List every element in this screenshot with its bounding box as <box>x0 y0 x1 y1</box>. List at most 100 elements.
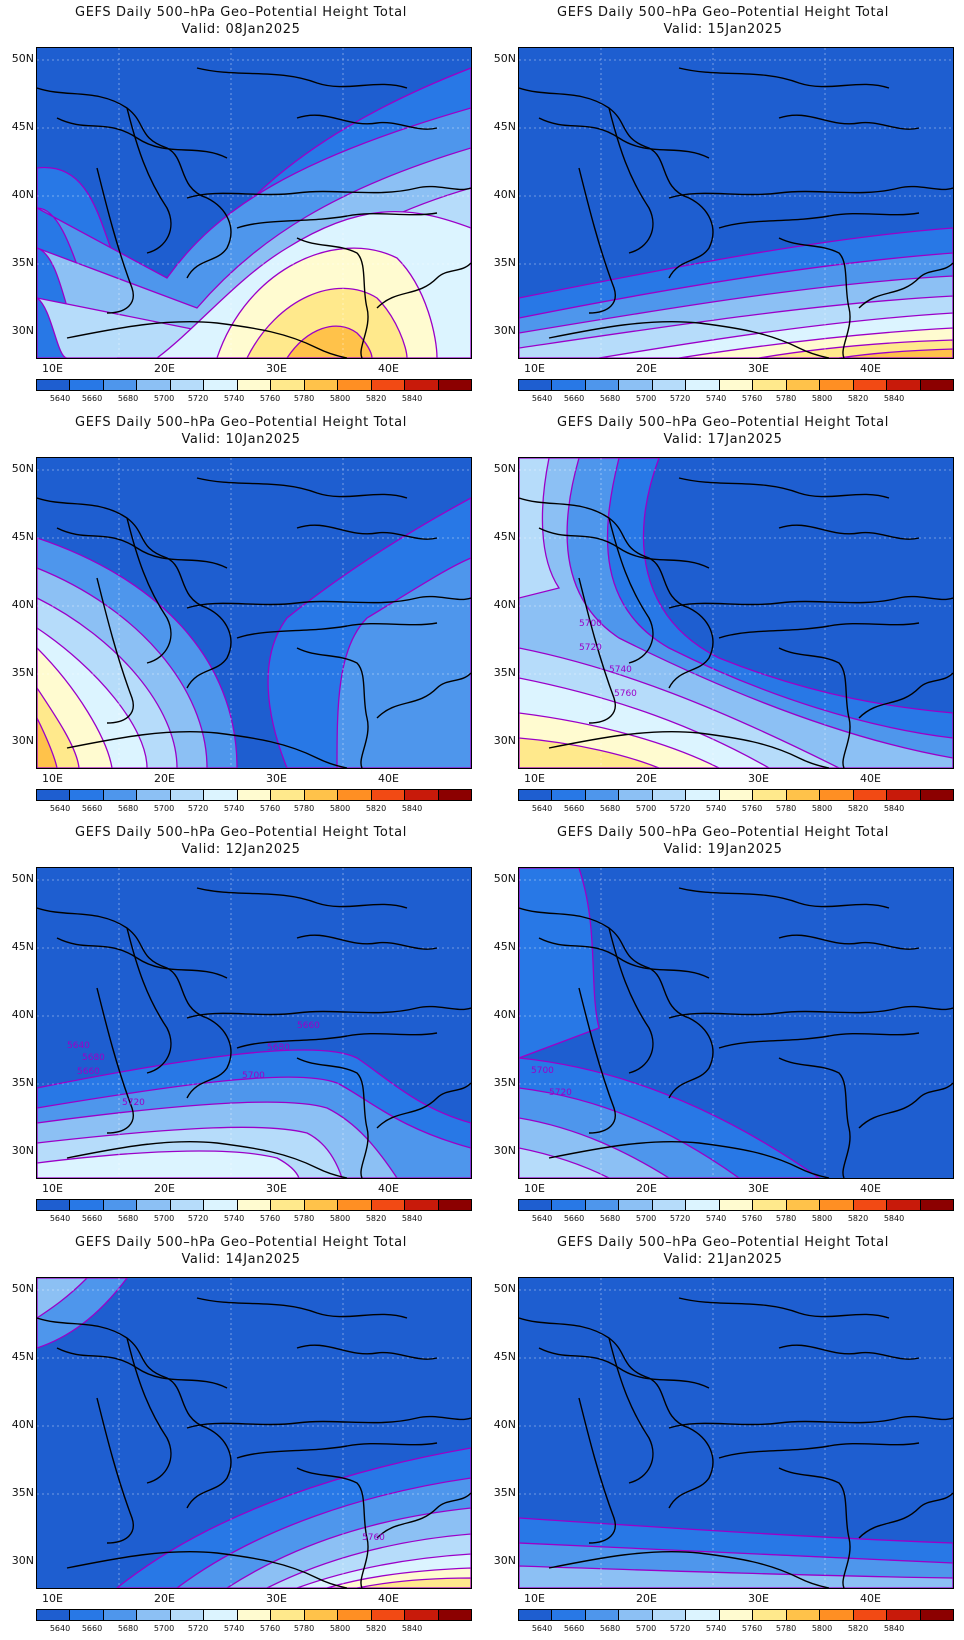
colorbar-segment <box>686 1610 720 1620</box>
y-tick-label: 45N <box>11 1350 34 1363</box>
colorbar-segment <box>652 1200 687 1210</box>
x-tick-label: 20E <box>636 772 657 785</box>
x-tick-label: 10E <box>524 1592 545 1605</box>
x-tick-label: 30E <box>266 1592 287 1605</box>
colorbar-label: 5700 <box>153 1624 175 1633</box>
x-tick-label: 20E <box>636 362 657 375</box>
panel-valid-date: Valid: 14Jan2025 <box>181 1252 301 1267</box>
colorbar-label: 5800 <box>811 394 833 403</box>
x-tick-label: 40E <box>378 1592 399 1605</box>
y-tick-label: 50N <box>11 462 34 475</box>
colorbar-label: 5840 <box>883 394 905 403</box>
colorbar-segment <box>371 1610 406 1620</box>
panel-title: GEFS Daily 500–hPa Geo–Potential Height … <box>75 5 407 20</box>
y-tick-label: 30N <box>493 1144 516 1157</box>
colorbar-segment <box>519 1200 553 1210</box>
colorbar-label: 5720 <box>187 1214 209 1223</box>
colorbar-label: 5760 <box>259 804 281 813</box>
colorbar-label: 5760 <box>259 1624 281 1633</box>
colorbar-label: 5680 <box>599 804 621 813</box>
x-tick-label: 40E <box>860 1592 881 1605</box>
colorbar-label: 5780 <box>775 394 797 403</box>
colorbar-label: 5700 <box>153 394 175 403</box>
colorbar-segment <box>853 380 888 390</box>
colorbar-segment <box>405 1200 439 1210</box>
colorbar-segment <box>137 1610 171 1620</box>
panel-valid-date: Valid: 12Jan2025 <box>181 842 301 857</box>
colorbar-label: 5780 <box>775 804 797 813</box>
colorbar-segment <box>271 1610 305 1620</box>
colorbar-segment <box>37 1610 71 1620</box>
colorbar-label: 5780 <box>775 1624 797 1633</box>
colorbar-segment <box>652 790 687 800</box>
panel-title: GEFS Daily 500–hPa Geo–Potential Height … <box>75 825 407 840</box>
y-tick-label: 35N <box>11 256 34 269</box>
x-tick-label: 30E <box>266 362 287 375</box>
colorbar-label: 5640 <box>531 1214 553 1223</box>
colorbar-segment <box>887 1610 921 1620</box>
colorbar-label: 5780 <box>293 1624 315 1633</box>
y-tick-label: 50N <box>11 1282 34 1295</box>
colorbar-label: 5660 <box>563 804 585 813</box>
colorbar-label: 5720 <box>187 804 209 813</box>
colorbar-label: 5740 <box>705 804 727 813</box>
colorbar-segment <box>103 380 138 390</box>
colorbar-label: 5840 <box>883 804 905 813</box>
colorbar-segment <box>585 380 620 390</box>
colorbar-segment <box>753 1610 787 1620</box>
colorbar-label: 5640 <box>49 1214 71 1223</box>
colorbar-segment <box>920 1200 954 1210</box>
colorbar-label: 5780 <box>293 804 315 813</box>
colorbar-label: 5760 <box>741 1214 763 1223</box>
colorbar-segment <box>237 1200 272 1210</box>
panel-valid-date: Valid: 19Jan2025 <box>663 842 783 857</box>
svg-text:5700: 5700 <box>242 1071 265 1081</box>
x-tick-label: 40E <box>860 772 881 785</box>
colorbar-segment <box>853 1200 888 1210</box>
svg-text:5720: 5720 <box>579 643 602 653</box>
colorbar-label: 5640 <box>531 394 553 403</box>
y-tick-label: 45N <box>493 940 516 953</box>
colorbar-segment <box>137 380 171 390</box>
colorbar-segment <box>438 380 472 390</box>
y-tick-label: 45N <box>11 120 34 133</box>
colorbar-label: 5820 <box>365 1214 387 1223</box>
x-tick-label: 20E <box>636 1182 657 1195</box>
colorbar-segment <box>204 380 238 390</box>
y-tick-label: 50N <box>493 872 516 885</box>
colorbar-segment <box>920 1610 954 1620</box>
colorbar <box>518 379 954 391</box>
colorbar <box>518 1199 954 1211</box>
x-tick-label: 30E <box>266 1182 287 1195</box>
colorbar-segment <box>920 790 954 800</box>
map-area <box>36 47 472 359</box>
colorbar-segment <box>405 1610 439 1620</box>
colorbar-segment <box>552 380 586 390</box>
colorbar-segment <box>405 380 439 390</box>
colorbar-segment <box>619 380 653 390</box>
colorbar-segment <box>519 380 553 390</box>
colorbar-segment <box>371 790 406 800</box>
colorbar-segment <box>304 1610 339 1620</box>
panel-title: GEFS Daily 500–hPa Geo–Potential Height … <box>557 825 889 840</box>
colorbar-label: 5820 <box>847 394 869 403</box>
colorbar-label: 5820 <box>365 394 387 403</box>
colorbar-segment <box>304 1200 339 1210</box>
colorbar-segment <box>37 1200 71 1210</box>
colorbar-segment <box>719 1610 754 1620</box>
y-tick-label: 35N <box>493 256 516 269</box>
colorbar-segment <box>237 1610 272 1620</box>
y-tick-label: 35N <box>11 1486 34 1499</box>
colorbar-label: 5800 <box>811 1624 833 1633</box>
x-tick-label: 40E <box>860 1182 881 1195</box>
colorbar-segment <box>552 1200 586 1210</box>
colorbar-segment <box>519 1610 553 1620</box>
colorbar-label: 5820 <box>847 1214 869 1223</box>
map-panel-p0: GEFS Daily 500–hPa Geo–Potential Height … <box>0 0 482 410</box>
map-area <box>518 1277 954 1589</box>
y-tick-label: 40N <box>11 188 34 201</box>
colorbar-label: 5840 <box>883 1214 905 1223</box>
colorbar-segment <box>719 1200 754 1210</box>
colorbar-segment <box>585 790 620 800</box>
colorbar <box>518 1609 954 1621</box>
